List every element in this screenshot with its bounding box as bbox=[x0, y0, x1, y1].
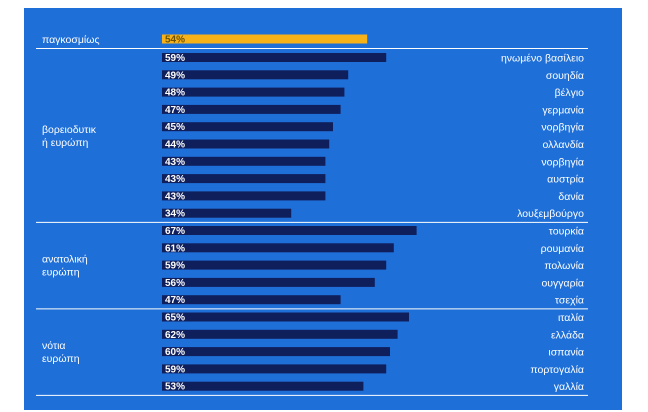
bar bbox=[162, 277, 375, 287]
bar bbox=[162, 156, 326, 166]
bar bbox=[162, 381, 364, 391]
bar-value-label: 45% bbox=[165, 122, 185, 133]
bar bbox=[162, 329, 398, 339]
bar bbox=[162, 226, 417, 235]
bar-value-label: 62% bbox=[165, 330, 185, 341]
country-label: γερμανία bbox=[542, 104, 584, 116]
bar-value-label: 59% bbox=[165, 261, 185, 272]
bar bbox=[162, 70, 349, 80]
bar-value-label: 48% bbox=[165, 88, 185, 99]
global-value-label: 54% bbox=[165, 35, 185, 46]
group-label: ευρώπη bbox=[42, 267, 80, 279]
bar-value-label: 59% bbox=[165, 364, 185, 375]
country-label: ιταλία bbox=[558, 312, 584, 324]
chart-panel: 54% παγκοσμίως 59% ηνωμένο βασίλειο 49% σουηδ… bbox=[24, 8, 622, 410]
country-label: σουηδία bbox=[546, 70, 584, 82]
bar bbox=[162, 174, 326, 184]
country-label: δανία bbox=[558, 191, 584, 203]
bar-value-label: 56% bbox=[165, 278, 185, 289]
country-label: γαλλία bbox=[554, 381, 584, 393]
bar-value-label: 60% bbox=[165, 347, 185, 358]
bar-value-label: 43% bbox=[165, 191, 185, 202]
group-label: νότια bbox=[42, 340, 66, 352]
bar bbox=[162, 104, 341, 114]
bar-value-label: 67% bbox=[165, 226, 185, 237]
country-label: ρουμανία bbox=[541, 243, 584, 255]
bar-value-label: 44% bbox=[165, 140, 185, 151]
bar bbox=[162, 208, 292, 218]
bar bbox=[162, 87, 345, 97]
bar bbox=[162, 347, 390, 357]
country-label: πορτογαλία bbox=[530, 364, 584, 376]
bar bbox=[162, 312, 409, 322]
bar bbox=[162, 191, 326, 201]
bar-value-label: 49% bbox=[165, 70, 185, 81]
bar bbox=[162, 364, 387, 374]
country-label: πολωνία bbox=[544, 260, 584, 272]
global-bar bbox=[162, 34, 368, 44]
group-label: ή ευρώπη bbox=[42, 137, 88, 149]
bar-value-label: 61% bbox=[165, 243, 185, 254]
bar bbox=[162, 122, 333, 132]
country-label: λουξεμβούργο bbox=[517, 208, 584, 220]
bar-value-label: 65% bbox=[165, 313, 185, 324]
bar-value-label: 43% bbox=[165, 157, 185, 168]
country-label: ελλάδα bbox=[551, 329, 584, 341]
country-label: ηνωμένο βασίλειο bbox=[501, 53, 584, 65]
bar-value-label: 47% bbox=[165, 105, 185, 116]
bar bbox=[162, 295, 341, 305]
bar bbox=[162, 243, 394, 253]
group-label: ευρώπη bbox=[42, 353, 80, 365]
bar-chart: 54% παγκοσμίως 59% ηνωμένο βασίλειο 49% σουηδ… bbox=[36, 34, 588, 396]
bar bbox=[162, 260, 387, 270]
global-label: παγκοσμίως bbox=[42, 34, 100, 46]
bar-value-label: 34% bbox=[165, 209, 185, 220]
bar bbox=[162, 53, 387, 62]
group-label: ανατολική bbox=[42, 254, 88, 266]
bar bbox=[162, 139, 330, 149]
country-label: τσεχία bbox=[555, 295, 584, 307]
country-label: ισπανία bbox=[548, 347, 584, 359]
country-label: ουγγαρία bbox=[541, 277, 584, 289]
country-label: βέλγιο bbox=[555, 87, 585, 99]
group-label: βορειοδυτικ bbox=[42, 124, 97, 136]
country-label: αυστρία bbox=[547, 174, 584, 186]
country-label: ολλανδία bbox=[542, 139, 584, 151]
bar-value-label: 53% bbox=[165, 382, 185, 393]
country-label: νορβηγία bbox=[541, 122, 584, 134]
bar-value-label: 47% bbox=[165, 295, 185, 306]
country-label: νορβηγία bbox=[541, 156, 584, 168]
bar-value-label: 59% bbox=[165, 53, 185, 64]
bar-value-label: 43% bbox=[165, 174, 185, 185]
country-label: τουρκία bbox=[549, 226, 584, 238]
